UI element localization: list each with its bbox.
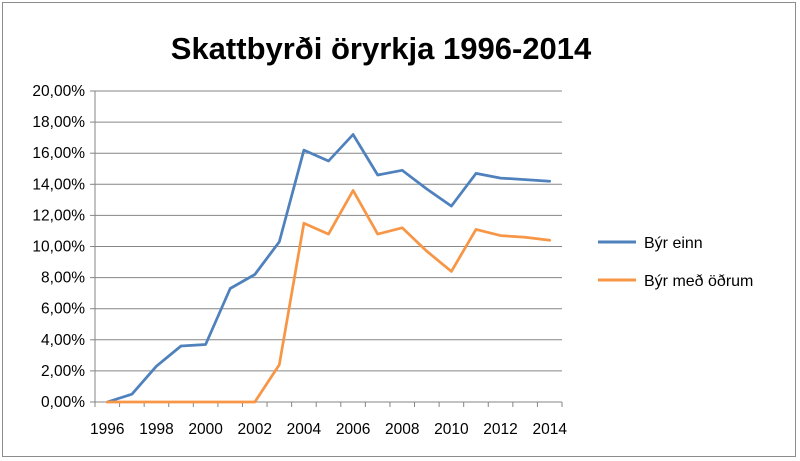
y-tick-label: 2,00% xyxy=(41,363,85,380)
series-lines xyxy=(105,133,552,404)
x-tick-label: 1996 xyxy=(90,421,124,438)
y-tick-label: 12,00% xyxy=(32,207,85,224)
x-tick-label: 2010 xyxy=(434,421,469,438)
axes: 0,00% 2,00% 4,00% 6,00% 8,00% 10,00% 12,00% 14,… xyxy=(32,83,567,438)
x-tick-label: 1998 xyxy=(139,421,173,438)
legend: Býr einn Býr með öðrum xyxy=(598,235,753,290)
x-tick-label: 2000 xyxy=(188,421,223,438)
x-tick-label: 2012 xyxy=(483,421,517,438)
chart-title: Skattbyrði öryrkja 1996-2014 xyxy=(171,31,592,66)
legend-label: Býr með öðrum xyxy=(644,273,753,290)
x-tick-label: 2002 xyxy=(238,421,272,438)
y-tick-label: 18,00% xyxy=(32,114,85,131)
series-line xyxy=(105,133,552,404)
y-tick-label: 4,00% xyxy=(41,332,85,349)
x-tick-label: 2014 xyxy=(532,421,567,438)
legend-label: Býr einn xyxy=(644,235,703,252)
x-tick-label: 2004 xyxy=(287,421,322,438)
x-tick-label: 2006 xyxy=(336,421,370,438)
y-tick-label: 10,00% xyxy=(32,239,85,256)
series-line xyxy=(105,189,552,404)
y-tick-label: 6,00% xyxy=(41,301,85,318)
gridlines xyxy=(95,90,562,372)
y-tick-label: 0,00% xyxy=(41,394,85,411)
y-tick-label: 14,00% xyxy=(32,176,85,193)
y-tick-label: 8,00% xyxy=(41,270,85,287)
y-tick-label: 20,00% xyxy=(32,83,85,100)
y-tick-label: 16,00% xyxy=(32,145,85,162)
x-tick-label: 2008 xyxy=(385,421,419,438)
